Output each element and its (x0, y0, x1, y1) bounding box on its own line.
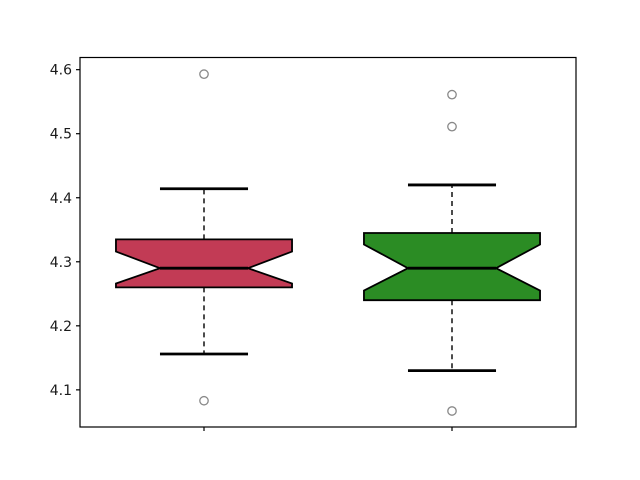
y-tick-label: 4.1 (50, 383, 72, 399)
box-1-flier (199, 395, 209, 406)
box-2-flier (447, 406, 457, 416)
y-tick-label: 4.2 (50, 319, 72, 335)
box-2-flier (447, 89, 457, 100)
y-tick-label: 4.6 (50, 63, 72, 79)
y-tick-label: 4.4 (50, 191, 72, 207)
box-1-body (115, 238, 293, 289)
box-2-flier (447, 121, 457, 132)
y-tick-label: 4.3 (50, 255, 72, 271)
box-2-body (363, 232, 541, 302)
y-tick-label: 4.5 (50, 127, 72, 143)
box-1-flier (199, 69, 209, 79)
